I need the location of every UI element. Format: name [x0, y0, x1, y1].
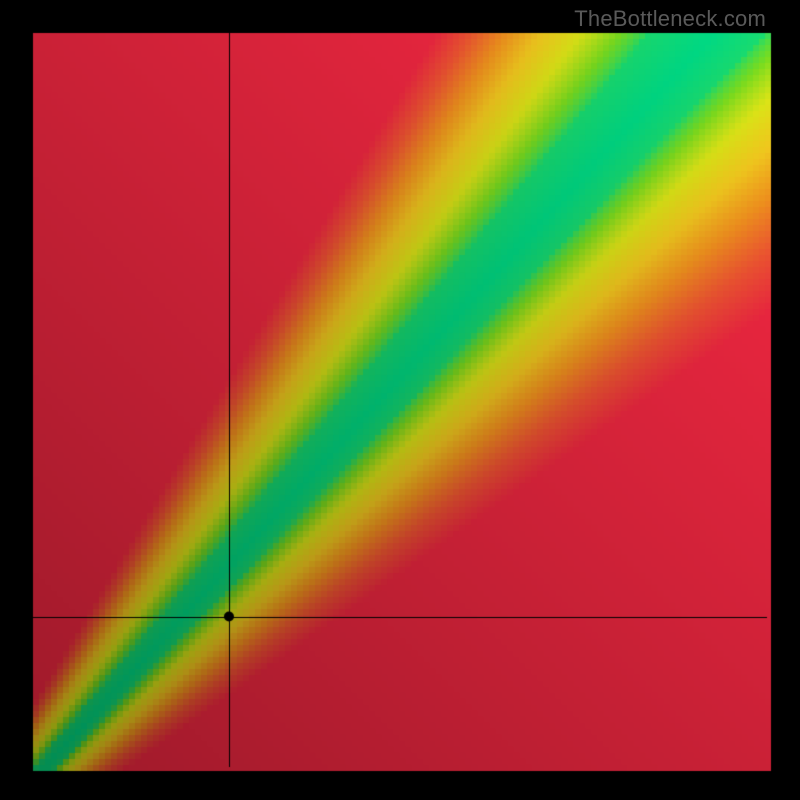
bottleneck-heatmap — [0, 0, 800, 800]
chart-container: TheBottleneck.com — [0, 0, 800, 800]
watermark-text: TheBottleneck.com — [574, 6, 766, 32]
